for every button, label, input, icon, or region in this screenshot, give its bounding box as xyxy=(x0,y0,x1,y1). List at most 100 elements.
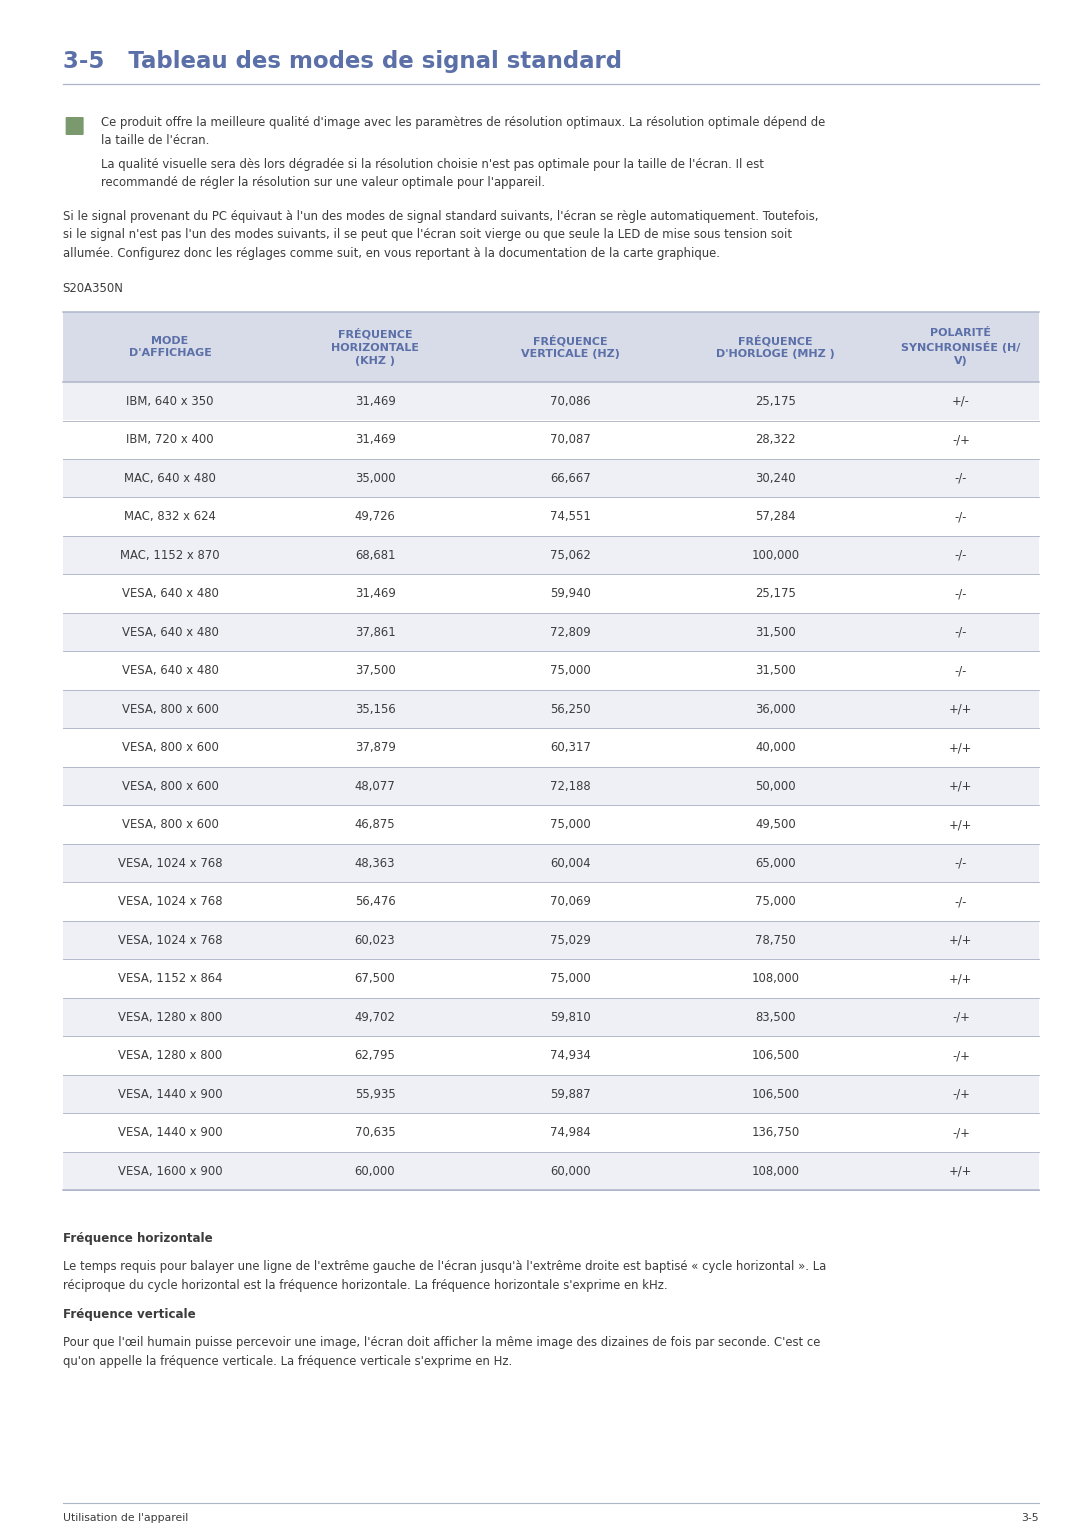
Text: 59,810: 59,810 xyxy=(550,1011,591,1023)
Text: VESA, 1024 x 768: VESA, 1024 x 768 xyxy=(118,895,222,909)
Text: 75,000: 75,000 xyxy=(550,818,591,831)
Text: 28,322: 28,322 xyxy=(755,434,796,446)
Text: 31,469: 31,469 xyxy=(354,434,395,446)
Text: 48,077: 48,077 xyxy=(354,780,395,793)
Text: VESA, 1152 x 864: VESA, 1152 x 864 xyxy=(118,973,222,985)
Text: 66,667: 66,667 xyxy=(550,472,591,484)
Text: -/+: -/+ xyxy=(951,434,970,446)
Text: 74,934: 74,934 xyxy=(550,1049,591,1063)
Text: 49,702: 49,702 xyxy=(354,1011,395,1023)
Text: 56,476: 56,476 xyxy=(354,895,395,909)
Text: FRÉQUENCE
D'HORLOGE (MHZ ): FRÉQUENCE D'HORLOGE (MHZ ) xyxy=(716,334,835,359)
Text: 65,000: 65,000 xyxy=(755,857,796,870)
Text: VESA, 800 x 600: VESA, 800 x 600 xyxy=(122,780,218,793)
Bar xyxy=(63,460,1039,498)
Text: 106,500: 106,500 xyxy=(752,1049,799,1063)
Text: 75,062: 75,062 xyxy=(550,548,591,562)
Text: 35,000: 35,000 xyxy=(354,472,395,484)
Text: VESA, 640 x 480: VESA, 640 x 480 xyxy=(122,588,218,600)
Text: 37,861: 37,861 xyxy=(354,626,395,638)
Text: -/-: -/- xyxy=(955,664,967,678)
Text: VESA, 1280 x 800: VESA, 1280 x 800 xyxy=(118,1049,222,1063)
Text: 37,879: 37,879 xyxy=(354,741,395,754)
Text: Pour que l'œil humain puisse percevoir une image, l'écran doit afficher la même : Pour que l'œil humain puisse percevoir u… xyxy=(63,1336,820,1368)
Bar xyxy=(63,728,1039,767)
Text: VESA, 640 x 480: VESA, 640 x 480 xyxy=(122,626,218,638)
Bar xyxy=(63,1113,1039,1151)
Text: 67,500: 67,500 xyxy=(354,973,395,985)
Bar xyxy=(63,999,1039,1037)
Text: +/-: +/- xyxy=(951,395,970,408)
Text: 25,175: 25,175 xyxy=(755,395,796,408)
Bar xyxy=(63,536,1039,574)
Text: 70,086: 70,086 xyxy=(550,395,591,408)
Text: 31,500: 31,500 xyxy=(755,626,796,638)
Bar xyxy=(63,883,1039,921)
Text: VESA, 1280 x 800: VESA, 1280 x 800 xyxy=(118,1011,222,1023)
Text: 75,000: 75,000 xyxy=(550,664,591,678)
Text: IBM, 640 x 350: IBM, 640 x 350 xyxy=(126,395,214,408)
Text: MAC, 1152 x 870: MAC, 1152 x 870 xyxy=(120,548,220,562)
Text: 31,469: 31,469 xyxy=(354,395,395,408)
Text: Le temps requis pour balayer une ligne de l'extrême gauche de l'écran jusqu'à l': Le temps requis pour balayer une ligne d… xyxy=(63,1260,826,1292)
Text: 46,875: 46,875 xyxy=(354,818,395,831)
Text: POLARITÉ
SYNCHRONISÉE (H/
V): POLARITÉ SYNCHRONISÉE (H/ V) xyxy=(901,328,1021,366)
Text: 25,175: 25,175 xyxy=(755,588,796,600)
Text: 3-5   Tableau des modes de signal standard: 3-5 Tableau des modes de signal standard xyxy=(63,50,622,73)
Text: 78,750: 78,750 xyxy=(755,933,796,947)
Text: 70,087: 70,087 xyxy=(550,434,591,446)
Text: -/-: -/- xyxy=(955,472,967,484)
Text: 75,029: 75,029 xyxy=(550,933,591,947)
Text: VESA, 800 x 600: VESA, 800 x 600 xyxy=(122,741,218,754)
Text: 100,000: 100,000 xyxy=(752,548,799,562)
Text: 62,795: 62,795 xyxy=(354,1049,395,1063)
Text: 108,000: 108,000 xyxy=(752,1165,799,1177)
Text: 59,940: 59,940 xyxy=(550,588,591,600)
Bar xyxy=(63,312,1039,382)
Text: 49,500: 49,500 xyxy=(755,818,796,831)
Text: Utilisation de l'appareil: Utilisation de l'appareil xyxy=(63,1513,188,1522)
Text: Fréquence verticale: Fréquence verticale xyxy=(63,1309,195,1321)
Text: 70,069: 70,069 xyxy=(550,895,591,909)
Bar xyxy=(63,420,1039,460)
Text: 56,250: 56,250 xyxy=(550,702,591,716)
Text: +/+: +/+ xyxy=(949,818,973,831)
Bar xyxy=(63,959,1039,999)
Bar xyxy=(63,844,1039,883)
Text: 48,363: 48,363 xyxy=(355,857,395,870)
Text: Si le signal provenant du PC équivaut à l'un des modes de signal standard suivan: Si le signal provenant du PC équivaut à … xyxy=(63,211,819,260)
Text: MODE
D'AFFICHAGE: MODE D'AFFICHAGE xyxy=(129,336,212,359)
Text: VESA, 1440 x 900: VESA, 1440 x 900 xyxy=(118,1127,222,1139)
Text: MAC, 640 x 480: MAC, 640 x 480 xyxy=(124,472,216,484)
Text: 31,500: 31,500 xyxy=(755,664,796,678)
Text: -/-: -/- xyxy=(955,895,967,909)
Text: VESA, 800 x 600: VESA, 800 x 600 xyxy=(122,702,218,716)
Text: -/+: -/+ xyxy=(951,1127,970,1139)
Text: Ce produit offre la meilleure qualité d'image avec les paramètres de résolution : Ce produit offre la meilleure qualité d'… xyxy=(100,116,825,148)
Bar xyxy=(63,652,1039,690)
Bar xyxy=(63,921,1039,959)
Text: 60,023: 60,023 xyxy=(354,933,395,947)
Bar xyxy=(63,498,1039,536)
Text: -/-: -/- xyxy=(955,857,967,870)
Text: 60,004: 60,004 xyxy=(550,857,591,870)
Text: 75,000: 75,000 xyxy=(755,895,796,909)
Text: Fréquence horizontale: Fréquence horizontale xyxy=(63,1232,213,1246)
Text: 31,469: 31,469 xyxy=(354,588,395,600)
Text: 35,156: 35,156 xyxy=(354,702,395,716)
Text: VESA, 640 x 480: VESA, 640 x 480 xyxy=(122,664,218,678)
Text: 40,000: 40,000 xyxy=(755,741,796,754)
Text: VESA, 1440 x 900: VESA, 1440 x 900 xyxy=(118,1087,222,1101)
Text: 68,681: 68,681 xyxy=(355,548,395,562)
Bar xyxy=(63,1151,1039,1191)
Text: 3-5: 3-5 xyxy=(1022,1513,1039,1522)
Text: 57,284: 57,284 xyxy=(755,510,796,524)
Text: 83,500: 83,500 xyxy=(755,1011,796,1023)
Bar xyxy=(63,690,1039,728)
Bar xyxy=(63,1075,1039,1113)
Text: FRÉQUENCE
HORIZONTALE
(KHZ ): FRÉQUENCE HORIZONTALE (KHZ ) xyxy=(332,328,419,365)
Text: 136,750: 136,750 xyxy=(752,1127,799,1139)
Text: VESA, 1600 x 900: VESA, 1600 x 900 xyxy=(118,1165,222,1177)
Text: S20A350N: S20A350N xyxy=(63,282,123,295)
Text: 70,635: 70,635 xyxy=(354,1127,395,1139)
